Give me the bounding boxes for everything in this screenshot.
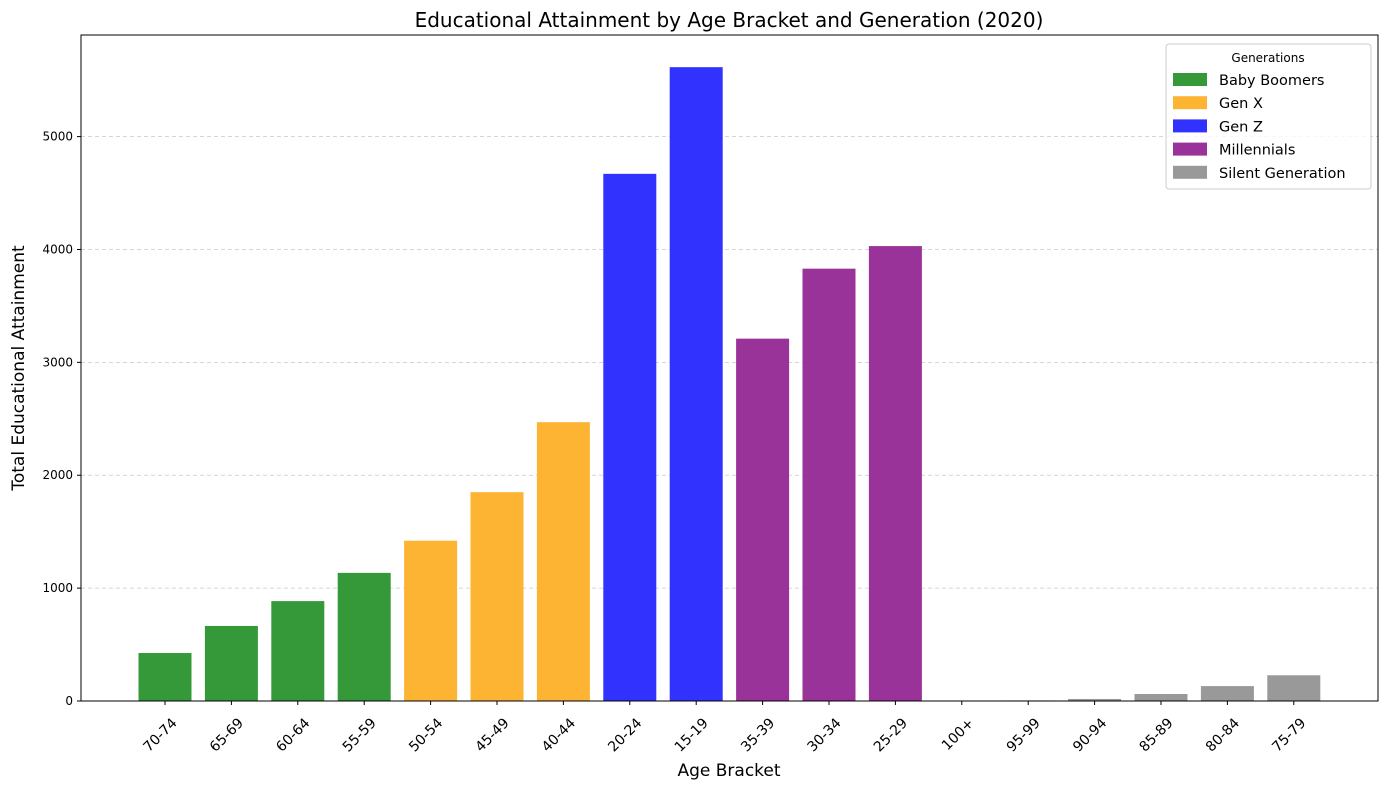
plot-frame	[80, 34, 1379, 702]
bar-70-74	[138, 653, 192, 701]
x-tick-label: 100+	[939, 715, 978, 754]
legend-swatch	[1173, 142, 1207, 156]
x-tick-label: 55-59	[340, 715, 380, 755]
bar-20-24	[603, 173, 657, 702]
bar-25-29	[868, 246, 922, 701]
x-tick-label: 70-74	[141, 715, 181, 755]
bar-80-84	[1200, 686, 1254, 701]
x-tick-label: 90-94	[1070, 715, 1110, 755]
chart-title: Educational Attainment by Age Bracket an…	[415, 8, 1044, 32]
legend-swatch	[1173, 73, 1207, 86]
legend-label: Millennials	[1219, 143, 1295, 159]
x-axis-label: Age Bracket	[677, 761, 780, 781]
bar-30-34	[802, 268, 856, 701]
legend-swatch	[1173, 119, 1207, 133]
x-tick-label: 95-99	[1004, 715, 1044, 755]
x-tick-label: 15-19	[672, 715, 712, 755]
x-tick-label: 65-69	[207, 715, 247, 755]
y-axis: 0 1000 2000 3000 4000 5000	[42, 130, 81, 708]
bar-35-39	[736, 338, 790, 701]
x-tick-label: 25-29	[871, 715, 911, 755]
legend-box	[1165, 43, 1372, 190]
bar-50-54	[404, 540, 458, 701]
x-tick-label: 40-44	[539, 715, 579, 755]
x-tick-label: 45-49	[473, 715, 513, 755]
y-tick-label: 2000	[42, 468, 73, 482]
x-axis: 70-74 65-69 60-64 55-59 50-54 45-49 40-44 20-24…	[141, 701, 1309, 755]
legend: Generations Baby Boomers Gen X Gen Z Millen…	[1165, 43, 1372, 190]
x-tick-label: 35-39	[738, 715, 778, 755]
bar-15-19	[669, 67, 723, 701]
gridlines	[81, 136, 1378, 589]
y-axis-label: Total Educational Attainment	[9, 245, 29, 492]
x-tick-label: 80-84	[1203, 715, 1243, 755]
y-tick-label: 0	[65, 694, 73, 708]
legend-label: Baby Boomers	[1219, 73, 1324, 89]
y-tick-label: 1000	[42, 581, 73, 595]
legend-swatch	[1173, 96, 1207, 110]
x-tick-label: 60-64	[273, 715, 313, 755]
x-tick-label: 20-24	[605, 715, 645, 755]
legend-items: Baby Boomers Gen X Gen Z Millennials Silent …	[1173, 73, 1346, 182]
bar-55-59	[337, 572, 391, 701]
y-tick-label: 4000	[42, 242, 73, 256]
x-tick-label: 50-54	[406, 715, 446, 755]
x-tick-label: 30-34	[805, 715, 845, 755]
y-tick-label: 5000	[42, 130, 73, 144]
legend-label: Gen Z	[1219, 119, 1263, 135]
bar-85-89	[1134, 694, 1188, 701]
y-tick-label: 3000	[42, 355, 73, 369]
bar-65-69	[204, 625, 258, 701]
legend-swatch	[1173, 165, 1207, 179]
x-tick-label: 85-89	[1137, 715, 1177, 755]
bars	[138, 67, 1321, 702]
bar-45-49	[470, 492, 524, 701]
bar-75-79	[1267, 675, 1321, 701]
bar-60-64	[271, 601, 325, 701]
x-tick-label: 75-79	[1269, 715, 1309, 755]
legend-title: Generations	[1231, 51, 1304, 65]
bar-40-44	[536, 422, 590, 701]
bar-90-94	[1068, 698, 1122, 701]
legend-label: Gen X	[1219, 96, 1263, 112]
legend-label: Silent Generation	[1219, 166, 1346, 182]
